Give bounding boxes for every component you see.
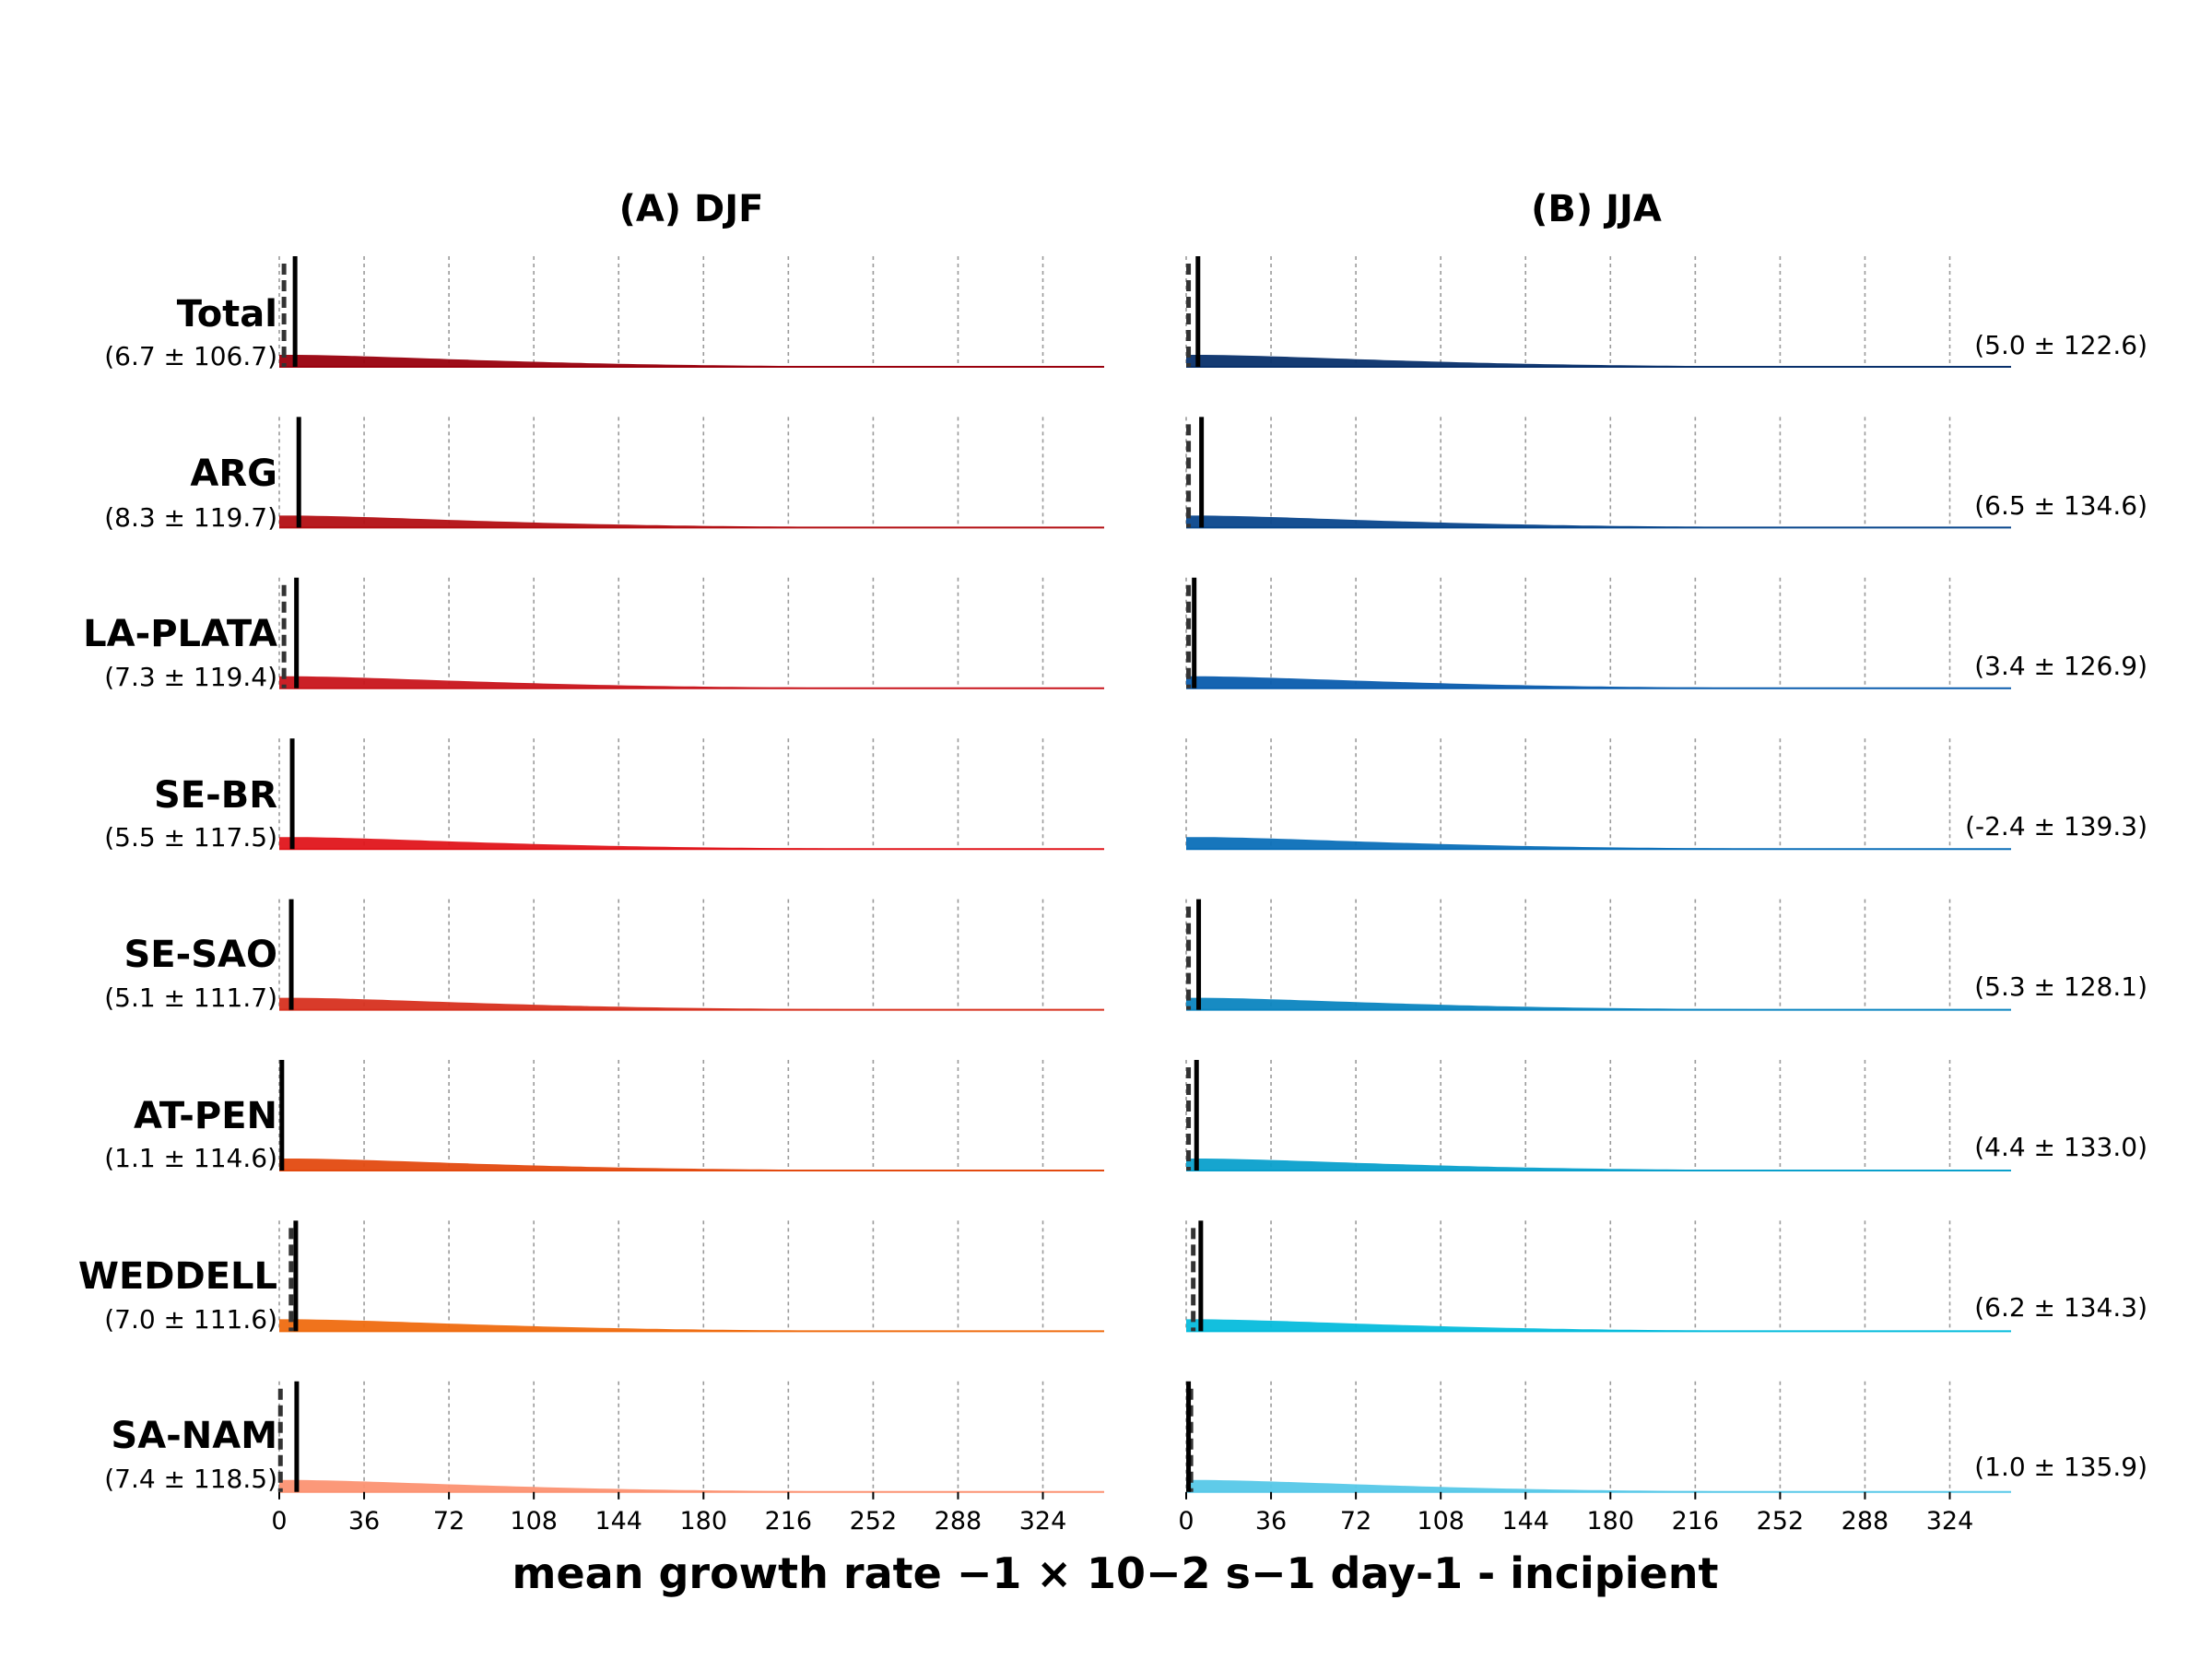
density-area xyxy=(279,676,1104,688)
density-area xyxy=(1186,1479,2011,1492)
stat-jja-sa-nam: (1.0 ± 135.9) xyxy=(1974,1452,2147,1482)
stat-jja-se-sao: (5.3 ± 128.1) xyxy=(1974,971,2147,1002)
x-tick-label: 72 xyxy=(433,1507,465,1535)
stat-jja-la-plata: (3.4 ± 126.9) xyxy=(1974,651,2147,681)
x-tick-label: 252 xyxy=(1757,1507,1805,1535)
density-area xyxy=(279,837,1104,850)
row-label-se-sao: SE-SAO xyxy=(124,934,277,976)
x-tick-label: 36 xyxy=(348,1507,380,1535)
density-area xyxy=(1186,997,2011,1010)
x-tick-label: 324 xyxy=(1926,1507,1974,1535)
x-tick-label: 180 xyxy=(1587,1507,1635,1535)
stat-djf-weddell: (7.0 ± 111.6) xyxy=(104,1304,277,1335)
row-label-arg: ARG xyxy=(190,453,277,495)
panel-title-djf: (A) DJF xyxy=(618,188,764,230)
x-tick-label: 108 xyxy=(1417,1507,1465,1535)
x-tick-label: 0 xyxy=(271,1507,287,1535)
density-area xyxy=(1186,1159,2011,1171)
density-area xyxy=(279,997,1104,1010)
stat-djf-at-pen: (1.1 ± 114.6) xyxy=(104,1143,277,1173)
x-tick-label: 144 xyxy=(1501,1507,1549,1535)
density-area xyxy=(279,1479,1104,1492)
stat-jja-arg: (6.5 ± 134.6) xyxy=(1974,490,2147,521)
row-label-at-pen: AT-PEN xyxy=(134,1095,277,1137)
x-tick-label: 288 xyxy=(935,1507,982,1535)
stat-jja-total: (5.0 ± 122.6) xyxy=(1974,330,2147,360)
x-tick-label: 108 xyxy=(510,1507,558,1535)
x-tick-label: 216 xyxy=(1672,1507,1720,1535)
stat-djf-se-br: (5.5 ± 117.5) xyxy=(104,822,277,853)
x-tick-label: 288 xyxy=(1841,1507,1889,1535)
x-tick-label: 252 xyxy=(850,1507,898,1535)
row-label-se-br: SE-BR xyxy=(153,774,277,817)
density-area xyxy=(1186,1319,2011,1332)
panel-title-jja: (B) JJA xyxy=(1531,188,1662,230)
stat-jja-at-pen: (4.4 ± 133.0) xyxy=(1974,1132,2147,1162)
density-area xyxy=(279,515,1104,528)
density-area xyxy=(1186,355,2011,367)
density-area xyxy=(279,355,1104,367)
density-area xyxy=(279,1159,1104,1171)
stat-jja-weddell: (6.2 ± 134.3) xyxy=(1974,1292,2147,1323)
density-area xyxy=(1186,837,2011,850)
x-tick-label: 36 xyxy=(1255,1507,1287,1535)
x-tick-label: 0 xyxy=(1178,1507,1194,1535)
x-tick-label: 324 xyxy=(1019,1507,1067,1535)
row-label-total: Total xyxy=(176,293,277,335)
row-label-sa-nam: SA-NAM xyxy=(111,1415,277,1457)
x-tick-label: 144 xyxy=(594,1507,642,1535)
stat-djf-la-plata: (7.3 ± 119.4) xyxy=(104,662,277,692)
density-area xyxy=(1186,676,2011,688)
density-area xyxy=(1186,515,2011,528)
stat-djf-total: (6.7 ± 106.7) xyxy=(104,341,277,371)
stat-djf-arg: (8.3 ± 119.7) xyxy=(104,502,277,533)
stat-djf-sa-nam: (7.4 ± 118.5) xyxy=(104,1464,277,1494)
x-tick-label: 216 xyxy=(765,1507,813,1535)
x-tick-label: 72 xyxy=(1340,1507,1371,1535)
row-label-la-plata: LA-PLATA xyxy=(83,613,277,655)
stat-djf-se-sao: (5.1 ± 111.7) xyxy=(104,982,277,1013)
density-area xyxy=(279,1319,1104,1332)
row-label-weddell: WEDDELL xyxy=(77,1255,277,1298)
x-tick-label: 180 xyxy=(680,1507,728,1535)
x-axis-label: mean growth rate −1 × 10−2 s−1 day-1 - i… xyxy=(512,1548,1719,1598)
stat-jja-se-br: (-2.4 ± 139.3) xyxy=(1965,811,2147,841)
